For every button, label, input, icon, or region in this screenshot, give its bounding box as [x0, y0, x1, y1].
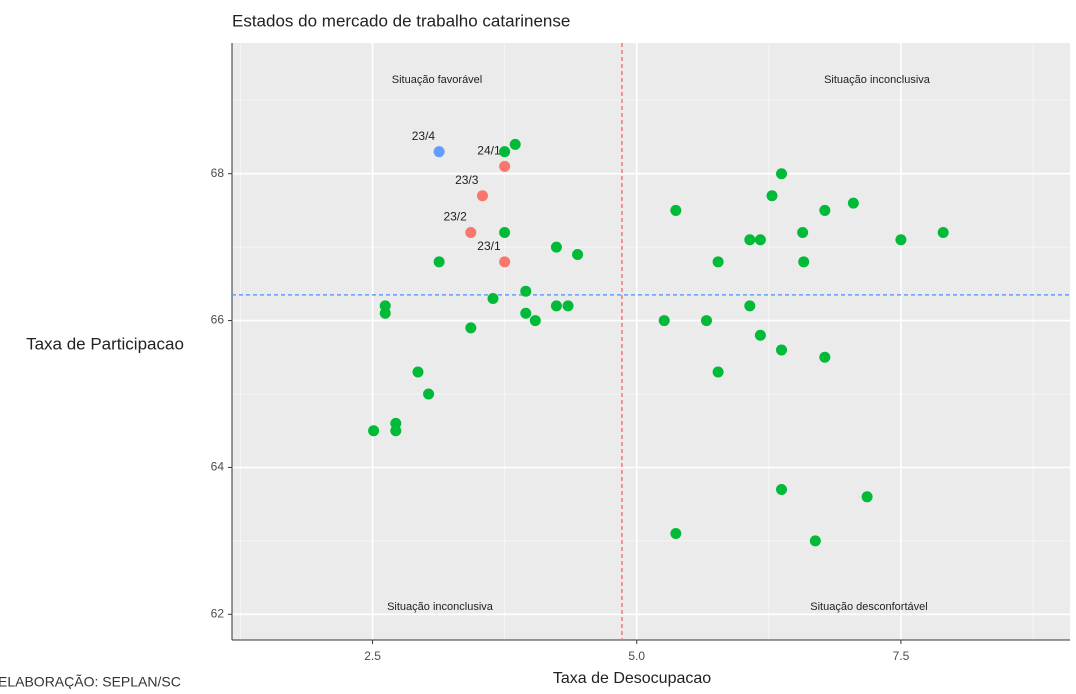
point — [368, 425, 380, 437]
point — [754, 329, 766, 341]
y-tick-label: 64 — [211, 460, 225, 474]
point — [433, 256, 445, 268]
point — [465, 322, 477, 334]
point — [797, 226, 809, 238]
point — [658, 315, 670, 327]
x-tick-label: 5.0 — [628, 649, 645, 663]
point — [572, 248, 584, 260]
point — [412, 366, 424, 378]
quadrant-label: Situação desconfortável — [810, 601, 927, 613]
point-label: 23/4 — [412, 129, 436, 143]
point — [754, 234, 766, 246]
point — [423, 388, 435, 400]
source-note: ELABORAÇÃO: SEPLAN/SC — [0, 674, 181, 689]
y-axis-title: Taxa de Participacao — [26, 334, 184, 353]
point — [776, 168, 788, 180]
point — [819, 204, 831, 216]
point — [499, 256, 511, 268]
point — [550, 300, 562, 312]
point — [487, 293, 499, 305]
quadrant-label: Situação inconclusiva — [824, 74, 931, 86]
point — [520, 285, 532, 297]
point — [509, 138, 521, 150]
point — [776, 344, 788, 356]
point — [529, 315, 541, 327]
quadrant-label: Situação favorável — [392, 74, 483, 86]
point-label: 23/1 — [477, 239, 501, 253]
plot-panel — [232, 43, 1070, 640]
point-label: 24/1 — [477, 144, 501, 158]
point — [744, 234, 756, 246]
point — [809, 535, 821, 547]
point — [433, 146, 445, 158]
point — [712, 366, 724, 378]
point-label: 23/2 — [443, 210, 467, 224]
point — [670, 528, 682, 540]
point — [670, 204, 682, 216]
x-tick-label: 2.5 — [364, 649, 381, 663]
point — [499, 226, 511, 238]
point — [520, 307, 532, 319]
point — [776, 483, 788, 495]
point — [390, 425, 402, 437]
y-tick-label: 62 — [211, 606, 225, 620]
point — [476, 190, 488, 202]
point — [937, 226, 949, 238]
point — [847, 197, 859, 209]
y-tick-label: 68 — [211, 166, 225, 180]
x-axis-title: Taxa de Desocupacao — [553, 670, 711, 687]
y-tick-label: 66 — [211, 313, 225, 327]
quadrant-label: Situação inconclusiva — [387, 601, 494, 613]
x-tick-label: 7.5 — [893, 649, 910, 663]
chart-title: Estados do mercado de trabalho catarinen… — [232, 11, 570, 30]
point — [379, 307, 391, 319]
point — [819, 351, 831, 363]
point — [712, 256, 724, 268]
point-label: 23/3 — [455, 173, 479, 187]
point — [766, 190, 778, 202]
point — [700, 315, 712, 327]
point — [499, 160, 511, 172]
point — [465, 226, 477, 238]
point — [550, 241, 562, 253]
point — [895, 234, 907, 246]
point — [744, 300, 756, 312]
point — [798, 256, 810, 268]
point — [562, 300, 574, 312]
point — [499, 146, 511, 158]
point — [861, 491, 873, 503]
